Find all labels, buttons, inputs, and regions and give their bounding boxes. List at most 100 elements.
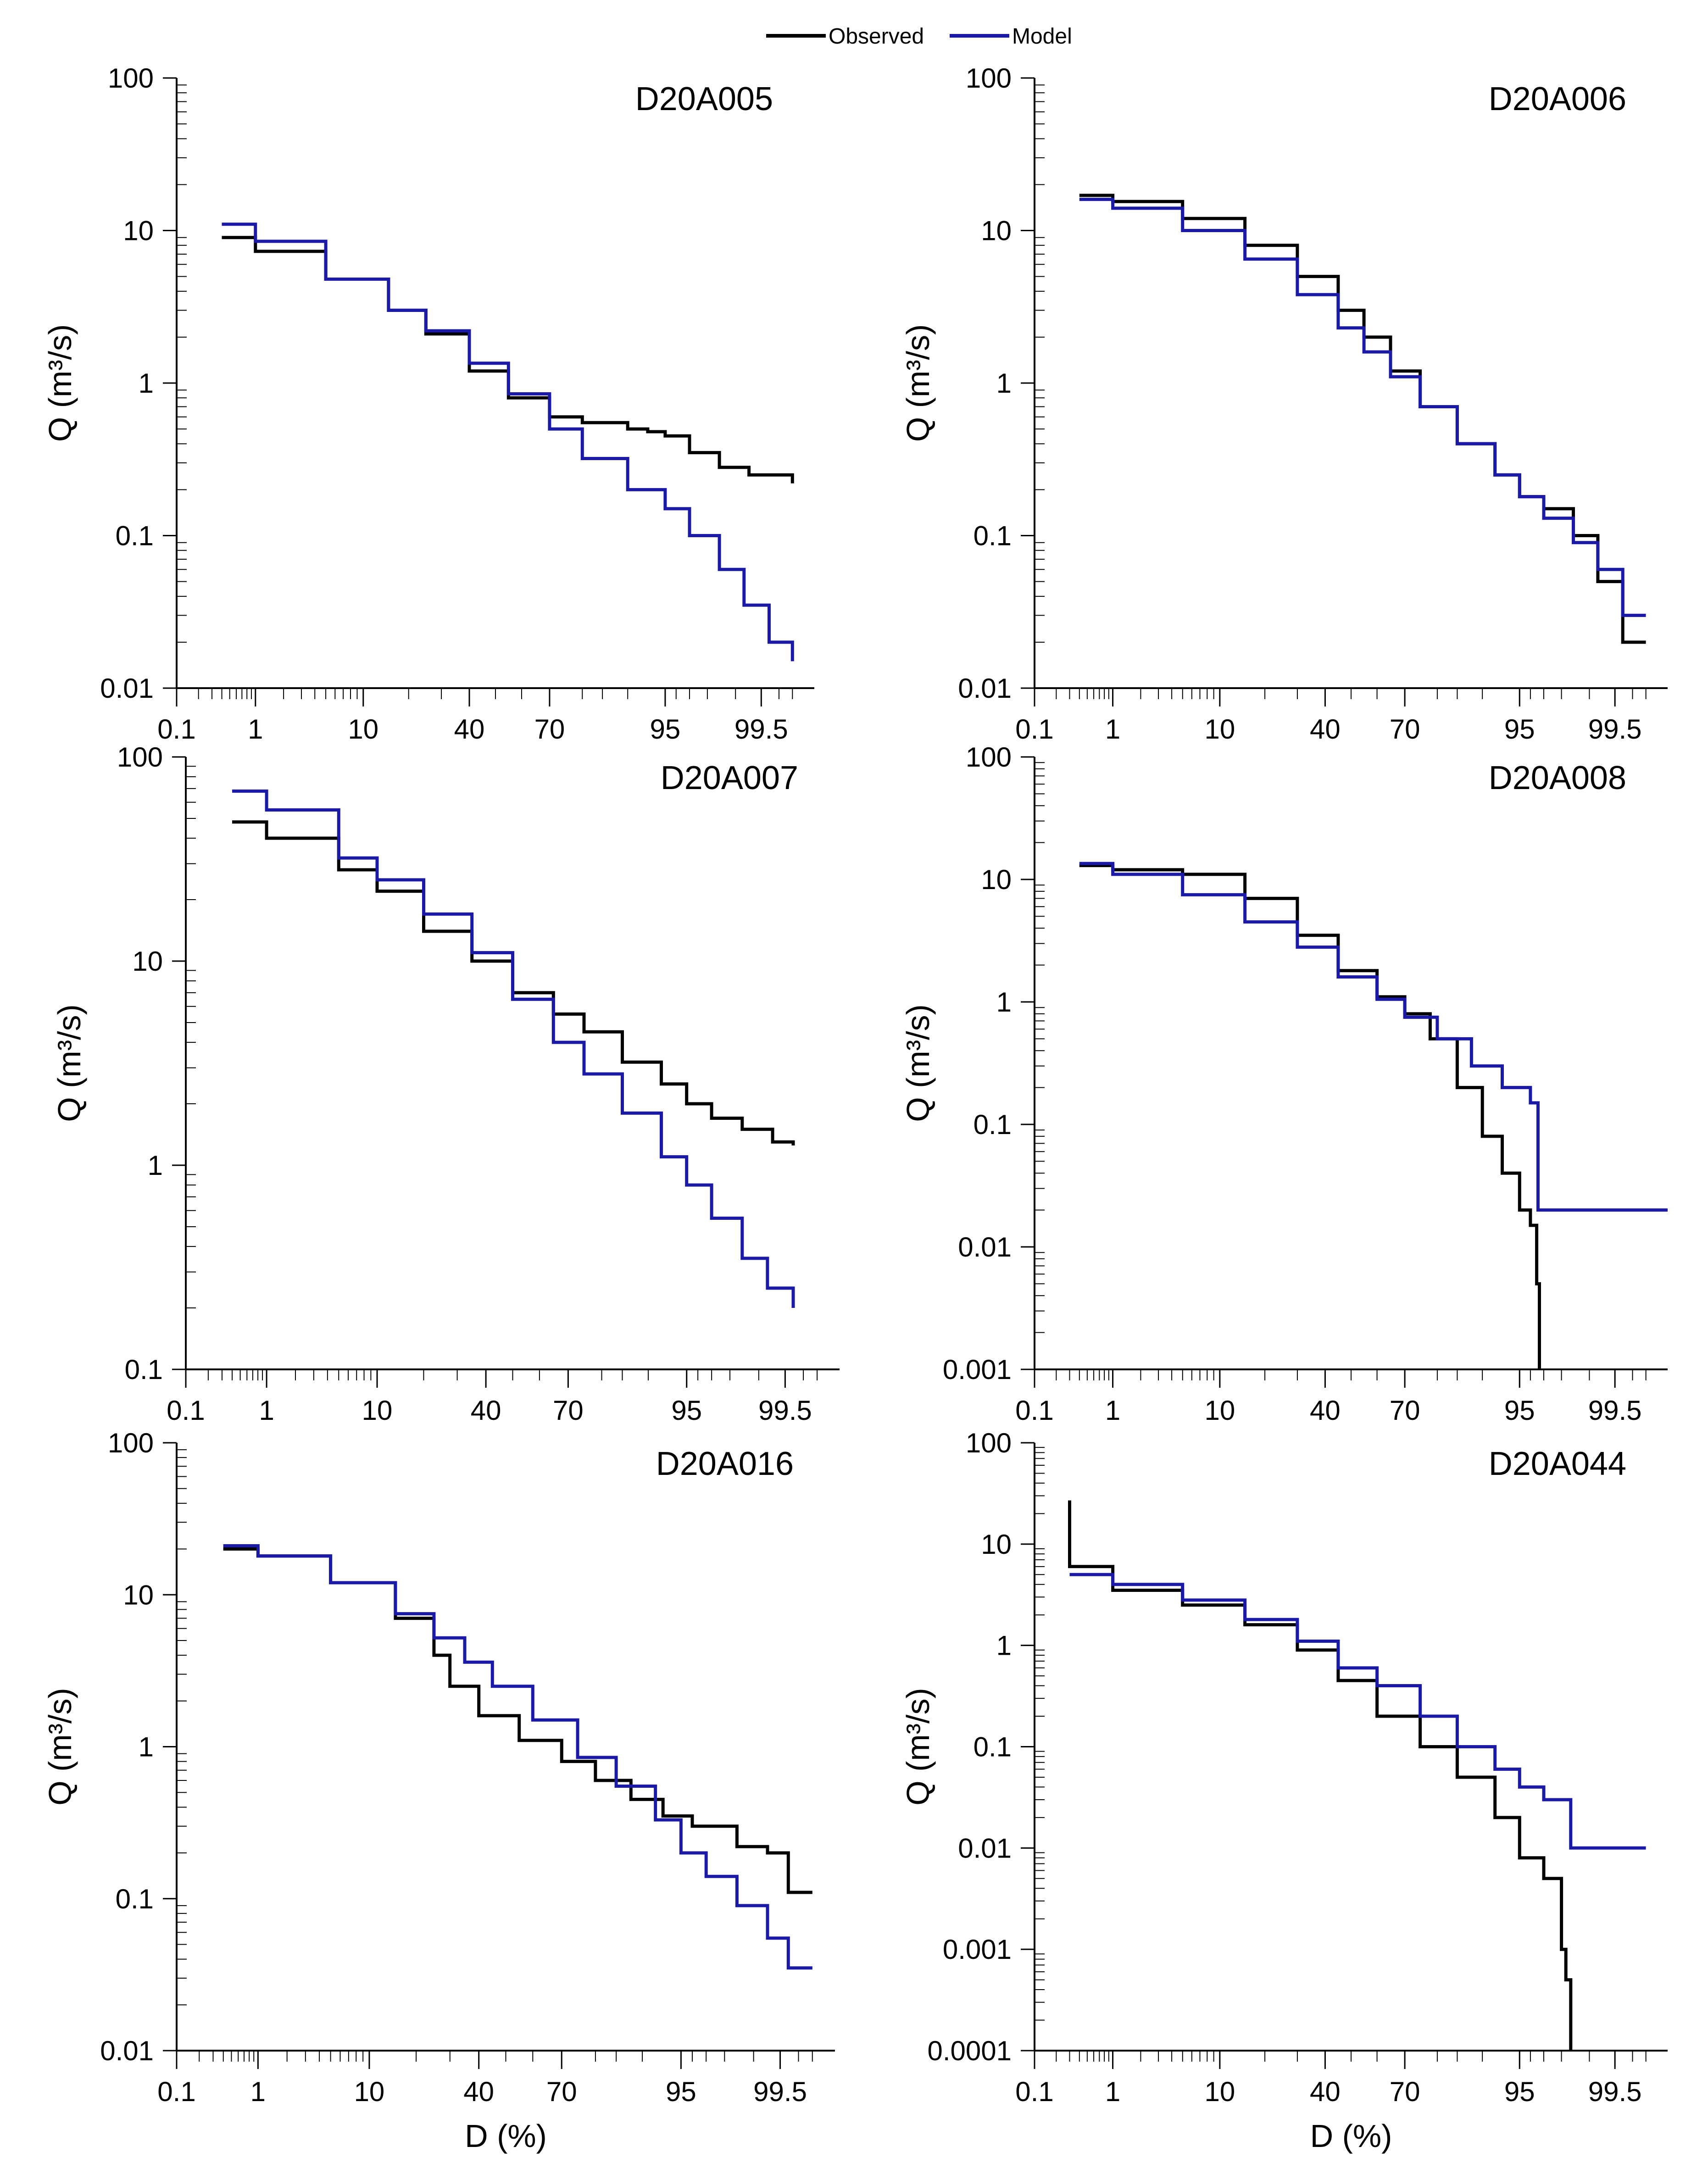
x-tick-label: 70 xyxy=(534,714,565,745)
y-tick-label: 0.1 xyxy=(116,521,154,551)
series-line-model xyxy=(223,1544,812,1970)
series-line-observed xyxy=(1079,864,1541,1369)
y-tick-label: 0.001 xyxy=(943,1354,1012,1385)
series-line-observed xyxy=(223,1547,812,1894)
panel-title: D20A006 xyxy=(1489,81,1626,117)
y-tick-label: 10 xyxy=(981,864,1012,895)
chart-panel-d20a008: 0.001 0.01 0.1 1 10 100 0.1 1 10 40 70 95 99.5 D20A00… xyxy=(900,742,1668,1426)
x-tick-label: 70 xyxy=(1390,714,1420,745)
chart-panel-d20a007: 0.1 1 10 100 0.1 1 10 40 70 95 99.5 D20A007 Q (m³/s) xyxy=(51,742,840,1426)
x-tick-label: 0.1 xyxy=(167,1395,205,1426)
x-tick-label: 0.1 xyxy=(1015,2076,1053,2107)
x-tick-label: 1 xyxy=(259,1395,274,1426)
x-tick-label: 1 xyxy=(1105,1395,1120,1426)
series-line-model xyxy=(232,790,795,1308)
y-tick-label: 1 xyxy=(139,368,154,399)
x-tick-label: 1 xyxy=(1105,2076,1120,2107)
x-tick-label: 70 xyxy=(546,2076,577,2107)
x-tick-label: 95 xyxy=(1504,1395,1535,1426)
panel-title: D20A005 xyxy=(635,81,773,117)
y-tick-label: 0.001 xyxy=(943,1934,1012,1965)
panel-title: D20A016 xyxy=(656,1446,794,1482)
y-tick-label: 1 xyxy=(996,987,1012,1018)
x-tick-label: 0.1 xyxy=(157,2076,195,2107)
y-tick-label: 10 xyxy=(123,1579,154,1610)
x-tick-label: 70 xyxy=(1390,1395,1420,1426)
y-tick-label: 10 xyxy=(981,216,1012,246)
x-tick-label: 95 xyxy=(666,2076,696,2107)
x-tick-label: 95 xyxy=(1504,714,1535,745)
y-axis-label: Q (m³/s) xyxy=(900,1688,936,1806)
x-tick-label: 99.5 xyxy=(753,2076,807,2107)
y-axis-label: Q (m³/s) xyxy=(900,324,936,442)
x-tick-label: 40 xyxy=(1310,714,1341,745)
x-tick-label: 70 xyxy=(1390,2076,1420,2107)
y-tick-label: 1 xyxy=(996,368,1012,399)
x-tick-label: 40 xyxy=(1310,1395,1341,1426)
y-tick-label: 100 xyxy=(966,63,1012,94)
x-tick-label: 40 xyxy=(463,2076,494,2107)
y-tick-label: 100 xyxy=(966,742,1012,773)
y-tick-label: 1 xyxy=(996,1630,1012,1661)
x-tick-label: 0.1 xyxy=(157,714,195,745)
series-line-model xyxy=(1079,198,1646,617)
legend: Observed Model xyxy=(766,24,1072,49)
x-tick-label: 40 xyxy=(454,714,485,745)
x-tick-label: 0.1 xyxy=(1015,714,1053,745)
x-tick-label: 40 xyxy=(1310,2076,1341,2107)
y-tick-label: 100 xyxy=(108,63,154,94)
y-axis-label: Q (m³/s) xyxy=(42,324,78,442)
series-line-model xyxy=(1079,862,1668,1212)
series-line-observed xyxy=(1079,194,1646,644)
y-tick-label: 0.1 xyxy=(125,1354,163,1385)
y-axis-label: Q (m³/s) xyxy=(900,1004,936,1122)
x-tick-label: 10 xyxy=(1204,714,1235,745)
x-tick-label: 10 xyxy=(354,2076,385,2107)
y-tick-label: 100 xyxy=(108,1428,154,1458)
x-tick-label: 40 xyxy=(471,1395,501,1426)
y-tick-label: 0.01 xyxy=(100,673,154,704)
legend-model-label: Model xyxy=(1012,24,1072,49)
x-axis-label: D (%) xyxy=(1310,2118,1392,2154)
y-tick-label: 10 xyxy=(132,946,163,977)
series-line-model xyxy=(222,222,794,662)
x-tick-label: 1 xyxy=(250,2076,266,2107)
y-tick-label: 100 xyxy=(966,1428,1012,1458)
x-tick-label: 95 xyxy=(1504,2076,1535,2107)
x-tick-label: 0.1 xyxy=(1015,1395,1053,1426)
x-tick-label: 70 xyxy=(553,1395,584,1426)
x-tick-label: 1 xyxy=(1105,714,1120,745)
y-tick-label: 0.0001 xyxy=(927,2035,1012,2066)
x-tick-label: 99.5 xyxy=(734,714,788,745)
y-tick-label: 0.01 xyxy=(100,2035,154,2066)
y-tick-label: 0.1 xyxy=(974,521,1012,551)
y-tick-label: 1 xyxy=(148,1150,163,1181)
panel-title: D20A007 xyxy=(661,760,798,796)
y-tick-label: 0.1 xyxy=(974,1732,1012,1763)
x-tick-label: 99.5 xyxy=(1588,2076,1642,2107)
y-axis-label: Q (m³/s) xyxy=(51,1004,87,1122)
y-tick-label: 1 xyxy=(139,1732,154,1763)
panel-title: D20A044 xyxy=(1489,1446,1626,1482)
x-tick-label: 10 xyxy=(1204,1395,1235,1426)
y-tick-label: 0.01 xyxy=(958,1232,1012,1262)
x-tick-label: 95 xyxy=(671,1395,702,1426)
y-axis-label: Q (m³/s) xyxy=(42,1688,78,1806)
x-tick-label: 1 xyxy=(248,714,263,745)
chart-panel-d20a044: 0.0001 0.001 0.01 0.1 1 10 100 0.1 1 10 40 70 95 99.5… xyxy=(900,1428,1668,2154)
y-tick-label: 0.01 xyxy=(958,1833,1012,1863)
x-tick-label: 99.5 xyxy=(1588,714,1642,745)
x-tick-label: 99.5 xyxy=(1588,1395,1642,1426)
x-tick-label: 95 xyxy=(650,714,681,745)
x-tick-label: 99.5 xyxy=(758,1395,812,1426)
y-tick-label: 0.1 xyxy=(116,1884,154,1914)
x-tick-label: 10 xyxy=(362,1395,393,1426)
series-line-observed xyxy=(1068,1500,1573,2051)
y-tick-label: 0.1 xyxy=(974,1109,1012,1140)
x-tick-label: 10 xyxy=(348,714,378,745)
series-line-observed xyxy=(222,236,794,484)
